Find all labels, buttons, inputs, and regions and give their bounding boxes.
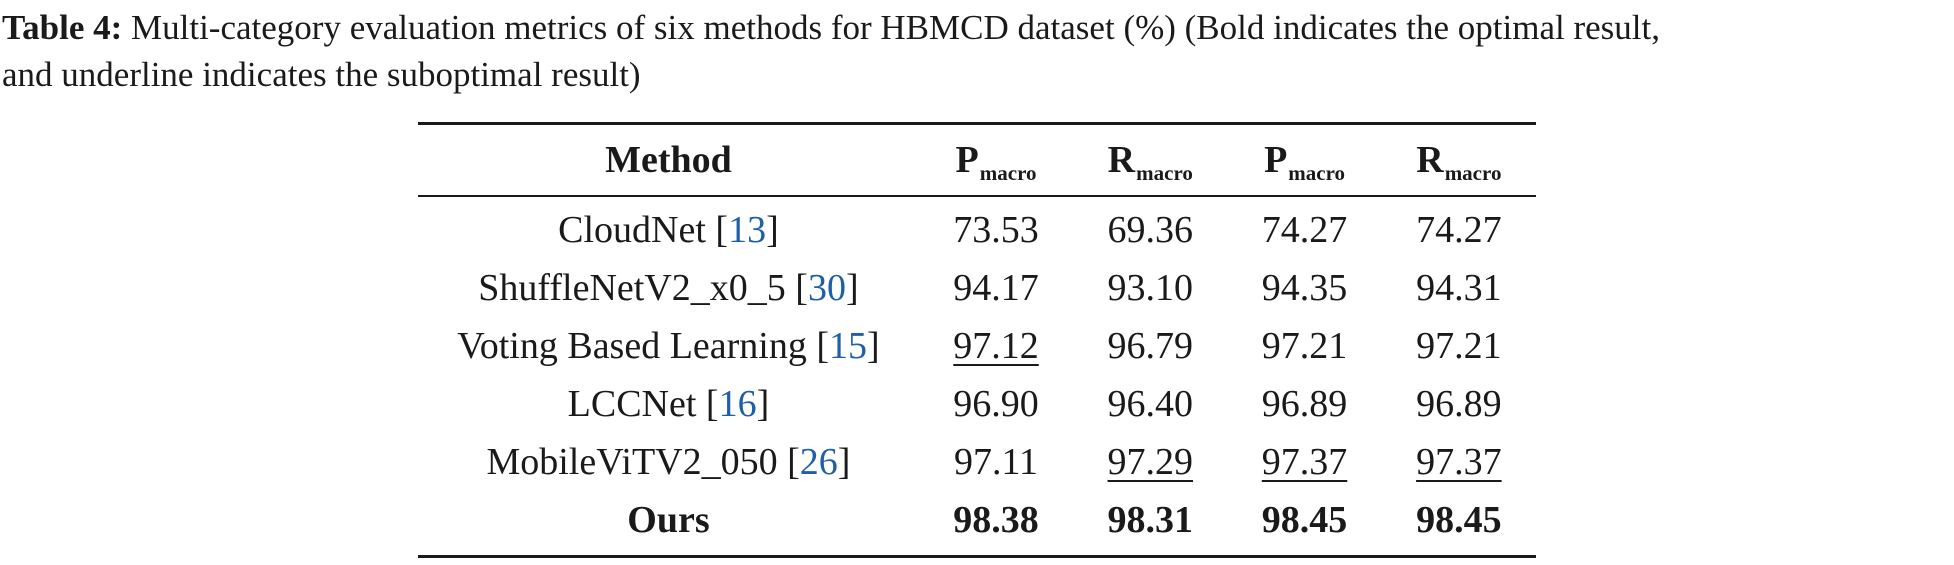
suboptimal-value: 97.37 [1416, 441, 1502, 483]
suboptimal-value: 97.29 [1107, 441, 1194, 483]
value-cell: 97.21 [1416, 325, 1502, 367]
row-method-cell: MobileViTV2_050 [26] [486, 441, 851, 483]
row-method-cell: Voting Based Learning [15] [457, 325, 880, 367]
table-row: MobileViTV2_050 [26] 97.11 97.29 97.37 9… [418, 433, 1536, 491]
value-cell: 97.11 [953, 441, 1039, 483]
value-cell: 97.37 [1382, 433, 1536, 491]
value-cell: 97.21 [1261, 325, 1348, 367]
value-cell: 97.29 [1073, 433, 1227, 491]
caption-line-2: and underline indicates the suboptimal r… [2, 55, 641, 94]
header-col-2-main: R [1107, 139, 1136, 181]
method-name: LCCNet [567, 383, 697, 425]
optimal-value: 98.31 [1107, 499, 1194, 541]
method-name: ShuffleNetV2_x0_5 [478, 267, 786, 309]
header-col-3: Pmacro [1227, 124, 1381, 197]
header-col-3-sub: macro [1288, 161, 1346, 185]
value-cell: 96.89 [1416, 383, 1502, 425]
citation-link[interactable]: 30 [807, 267, 846, 309]
value-cell: 97.37 [1227, 433, 1381, 491]
caption-text-1: Multi-category evaluation metrics of six… [131, 8, 1660, 47]
header-col-1-main: P [955, 139, 979, 181]
value-cell: 74.27 [1416, 209, 1502, 251]
metrics-table-wrapper: Method Pmacro Rmacro Pmacro Rmacro Cloud… [418, 122, 1536, 558]
value-cell: 96.90 [953, 383, 1039, 425]
row-method-cell: LCCNet [16] [567, 383, 770, 425]
citation-link[interactable]: 16 [718, 383, 757, 425]
value-cell: 69.36 [1107, 209, 1194, 251]
method-name: CloudNet [558, 209, 706, 251]
row-method-cell: CloudNet [13] [558, 209, 779, 251]
optimal-value: 98.45 [1261, 499, 1348, 541]
citation-link[interactable]: 13 [728, 209, 767, 251]
value-cell: 74.27 [1261, 209, 1348, 251]
citation-link[interactable]: 26 [799, 441, 838, 483]
value-cell: 96.40 [1107, 383, 1194, 425]
value-cell: 96.89 [1261, 383, 1348, 425]
table-header-row: Method Pmacro Rmacro Pmacro Rmacro [418, 123, 1536, 197]
header-col-1-sub: macro [979, 161, 1037, 185]
row-method-cell: Ours [627, 499, 710, 541]
table-row: LCCNet [16] 96.90 96.40 96.89 96.89 [418, 375, 1536, 433]
table-caption: Table 4: Multi-category evaluation metri… [2, 4, 1950, 98]
value-cell: 97.12 [919, 317, 1073, 375]
value-cell: 96.79 [1107, 325, 1194, 367]
value-cell: 94.17 [953, 267, 1039, 309]
value-cell: 93.10 [1107, 267, 1194, 309]
method-name: MobileViTV2_050 [486, 441, 778, 483]
header-col-4: Rmacro [1382, 124, 1536, 197]
header-col-2: Rmacro [1073, 124, 1227, 197]
header-col-2-sub: macro [1136, 161, 1193, 185]
header-col-4-sub: macro [1444, 161, 1502, 185]
optimal-value: 98.45 [1416, 499, 1502, 541]
row-method-cell: ShuffleNetV2_x0_5 [30] [478, 267, 859, 309]
caption-line-1: Table 4: Multi-category evaluation metri… [2, 4, 1950, 51]
header-method: Method [605, 139, 732, 181]
suboptimal-value: 97.12 [953, 325, 1039, 367]
value-cell: 94.35 [1261, 267, 1348, 309]
suboptimal-value: 97.37 [1261, 441, 1348, 483]
citation-link[interactable]: 15 [829, 325, 868, 367]
table-row: CloudNet [13] 73.53 69.36 74.27 74.27 [418, 196, 1536, 259]
metrics-table: Method Pmacro Rmacro Pmacro Rmacro Cloud… [418, 122, 1536, 558]
table-row-ours: Ours 98.38 98.31 98.45 98.45 [418, 491, 1536, 557]
table-row: Voting Based Learning [15] 97.12 96.79 9… [418, 317, 1536, 375]
optimal-value: 98.38 [953, 499, 1039, 541]
method-name: Voting Based Learning [457, 325, 807, 367]
value-cell: 94.31 [1416, 267, 1502, 309]
header-col-3-main: P [1264, 139, 1288, 181]
caption-label: Table 4: [2, 8, 123, 47]
table-row: ShuffleNetV2_x0_5 [30] 94.17 93.10 94.35… [418, 259, 1536, 317]
value-cell: 73.53 [953, 209, 1039, 251]
header-col-1: Pmacro [919, 124, 1073, 197]
header-col-4-main: R [1416, 139, 1444, 181]
